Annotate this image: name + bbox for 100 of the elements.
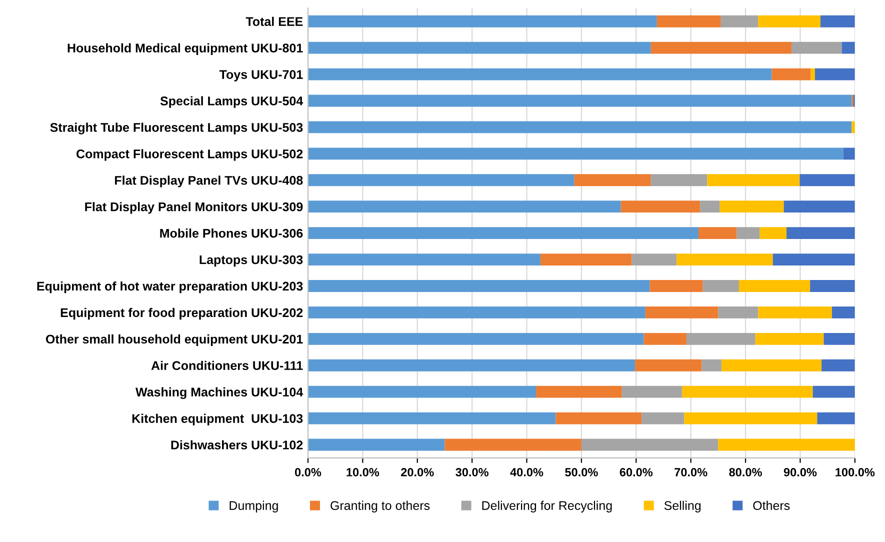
bar — [702, 280, 739, 292]
bar — [738, 280, 810, 292]
y-tick-label: Air Conditioners UKU-111 — [151, 360, 303, 370]
bar — [574, 174, 651, 186]
bar — [718, 438, 855, 451]
bar — [536, 386, 622, 398]
x-tick-label: 100.0% — [836, 468, 875, 476]
bar — [308, 359, 636, 372]
bar — [308, 227, 698, 240]
y-tick-label: Straight Tube Fluorescent Lamps UKU-503 — [50, 122, 303, 134]
bar — [622, 386, 682, 398]
bar — [308, 254, 540, 266]
bar — [842, 42, 855, 54]
x-tick-label: 20.0% — [401, 468, 434, 476]
bar — [720, 200, 784, 213]
legend-label: Selling — [664, 500, 701, 512]
bar — [702, 359, 722, 372]
y-tick-label: Kitchen equipment UKU-103 — [132, 414, 303, 426]
bar — [308, 42, 651, 54]
legend-label: Others — [753, 500, 790, 510]
bar — [308, 438, 445, 451]
bar — [644, 332, 686, 345]
bar — [308, 94, 852, 107]
bar — [772, 68, 811, 80]
bar — [786, 227, 855, 240]
y-tick-label: Total EEE — [246, 16, 303, 26]
bar — [540, 254, 632, 266]
y-tick-label: Special Lamps UKU-504 — [160, 96, 304, 108]
x-tick-label: 10.0% — [346, 468, 380, 476]
legend-label: Delivering for Recycling — [482, 500, 612, 512]
bar — [308, 200, 621, 213]
bar — [791, 42, 842, 54]
y-tick-label: Equipment for food preparation UKU-202 — [60, 308, 303, 320]
bar — [812, 386, 855, 398]
y-tick-label: Other small household equipment UKU-201 — [46, 334, 303, 346]
bar — [581, 438, 718, 451]
bar — [721, 359, 822, 372]
y-tick-label: Flat Display Panel TVs UKU-408 — [115, 176, 303, 188]
bar — [632, 254, 677, 266]
bar — [700, 200, 720, 213]
bar — [308, 15, 657, 28]
y-tick-label: Washing Machines UKU-104 — [136, 387, 304, 400]
bar — [308, 68, 772, 80]
bar — [308, 386, 536, 398]
bar — [698, 227, 737, 240]
bar — [650, 174, 708, 186]
bar — [814, 68, 855, 80]
legend-label: Granting to others — [330, 500, 430, 512]
x-tick-label: 70.0% — [674, 468, 708, 476]
bar — [645, 306, 718, 318]
x-tick-label: 50.0% — [565, 468, 598, 476]
bar — [755, 332, 824, 345]
x-tick-label: 40.0% — [510, 468, 544, 476]
bar — [720, 15, 758, 28]
bar — [676, 254, 773, 266]
bar — [308, 121, 852, 134]
bar — [824, 332, 855, 345]
y-tick-label: Flat Display Panel Monitors UKU-309 — [85, 202, 303, 214]
bar — [758, 306, 832, 318]
bar — [810, 280, 855, 292]
bar — [635, 359, 702, 372]
bar — [832, 306, 855, 318]
legend-label: Dumping — [230, 500, 278, 512]
bar — [718, 306, 758, 318]
bar — [800, 174, 855, 186]
y-tick-label: Dishwashers UKU-102 — [171, 440, 303, 450]
bar — [843, 148, 855, 160]
bar — [758, 15, 820, 28]
bar — [308, 412, 556, 424]
bar — [556, 412, 642, 424]
bar — [308, 332, 644, 345]
bar — [308, 174, 574, 186]
x-tick-label: 60.0% — [620, 468, 653, 476]
y-tick-label: Compact Fluorescent Lamps UKU-502 — [76, 149, 303, 161]
bar — [642, 412, 684, 424]
y-tick-label: Laptops UKU-303 — [200, 255, 303, 267]
bar — [772, 254, 855, 266]
bar — [620, 200, 700, 213]
bar — [682, 386, 813, 398]
x-tick-label: 80.0% — [729, 468, 762, 476]
y-tick-label: Mobile Phones UKU-306 — [160, 228, 303, 238]
bar — [820, 15, 855, 28]
bar — [656, 15, 721, 28]
bar — [686, 332, 756, 345]
y-tick-label: Household Medical equipment UKU-801 — [68, 43, 303, 55]
bar — [444, 438, 582, 451]
bar — [760, 227, 787, 240]
bar — [822, 359, 855, 372]
bar — [810, 68, 815, 80]
bar — [817, 412, 855, 424]
x-tick-label: 0.0% — [294, 468, 322, 476]
bar — [650, 42, 792, 54]
x-tick-label: 30.0% — [456, 468, 488, 476]
bar — [684, 412, 818, 424]
y-tick-label: Toys UKU-701 — [219, 70, 303, 82]
bar — [308, 148, 844, 160]
y-tick-label: Equipment of hot water preparation UKU-203 — [37, 281, 303, 294]
bar — [707, 174, 800, 186]
bar — [784, 200, 855, 213]
x-tick-label: 90.0% — [784, 468, 817, 476]
